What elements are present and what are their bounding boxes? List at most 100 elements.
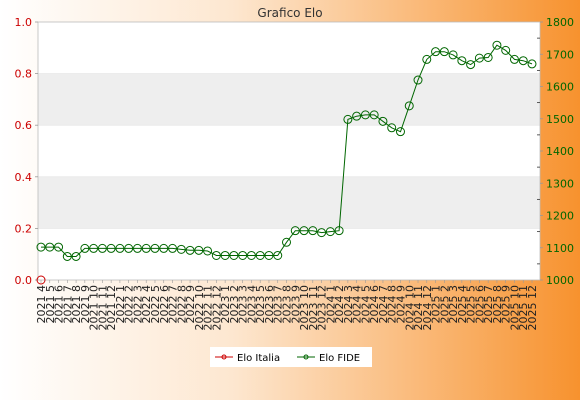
x-tick-label: 2024 12 [421, 285, 434, 331]
x-tick-label: 2023 10 [298, 285, 311, 331]
x-tick-label: 2022 11 [202, 285, 215, 331]
x-tick-label: 2024 8 [386, 285, 399, 324]
x-tick-label: 2021 8 [70, 285, 83, 324]
data-point-elo-fide [194, 245, 204, 255]
data-point-elo-fide [238, 250, 248, 260]
x-tick-label: 2022 6 [158, 285, 171, 324]
x-tick-label: 2021 11 [96, 285, 109, 331]
data-point-elo-fide [439, 47, 449, 57]
x-tick-label: 2025 9 [500, 285, 513, 324]
legend: Elo Italia Elo FIDE [210, 347, 372, 367]
x-tick-label: 2022 2 [123, 285, 136, 324]
data-point-elo-fide [89, 243, 99, 253]
x-tick-label: 2022 10 [193, 285, 206, 331]
data-point-elo-fide [483, 52, 493, 62]
x-tick-label: 2025 10 [508, 285, 521, 331]
x-tick-label: 2024 3 [342, 285, 355, 324]
x-tick-label: 2023 11 [307, 285, 320, 331]
data-point-elo-fide [290, 226, 300, 236]
data-point-elo-fide [220, 250, 230, 260]
x-tick-label: 2022 9 [184, 285, 197, 324]
plot-area [38, 22, 540, 280]
x-tick-label: 2023 9 [289, 285, 302, 324]
x-tick-label: 2025 11 [517, 285, 530, 331]
y-tick-label: 0.4 [15, 171, 33, 184]
y2-tick-label: 1800 [546, 16, 574, 29]
legend-label-elo-fide: Elo FIDE [319, 353, 360, 364]
x-tick-label: 2023 5 [254, 285, 267, 324]
x-tick-label: 2024 1 [324, 285, 337, 324]
x-tick-label: 2021 6 [53, 285, 66, 324]
data-point-elo-fide [395, 127, 405, 137]
legend-box [210, 347, 372, 367]
legend-marker-elo-italia [221, 354, 227, 360]
legend-marker-elo-fide [303, 354, 309, 360]
y2-tick-label: 1300 [546, 177, 574, 190]
data-point-elo-fide [457, 56, 467, 66]
data-point-elo-fide [308, 226, 318, 236]
data-point-elo-fide [229, 250, 239, 260]
data-point-elo-fide [132, 243, 142, 253]
data-point-elo-fide [62, 251, 72, 261]
data-point-elo-fide [317, 228, 327, 238]
data-point-elo-fide [150, 243, 160, 253]
y2-tick-label: 1400 [546, 145, 574, 158]
x-tick-label: 2021 9 [79, 285, 92, 324]
x-tick-label: 2025 4 [456, 285, 469, 324]
y-tick-label: 1.0 [15, 16, 33, 29]
x-tick-label: 2025 2 [438, 285, 451, 324]
x-tick-label: 2024 2 [333, 285, 346, 324]
x-tick-label: 2025 8 [491, 285, 504, 324]
data-point-elo-fide [431, 47, 441, 57]
data-point-elo-fide [282, 237, 291, 247]
x-tick-label: 2024 9 [394, 285, 407, 324]
data-point-elo-fide [168, 243, 178, 253]
x-tick-label: 2021 5 [44, 285, 57, 324]
x-tick-label: 2025 6 [473, 285, 486, 324]
x-tick-label: 2023 12 [316, 285, 329, 331]
data-point-elo-fide [45, 242, 55, 252]
x-tick-label: 2025 12 [526, 285, 539, 331]
x-tick-label: 2023 7 [272, 285, 285, 324]
data-point-elo-fide [97, 243, 107, 253]
y2-tick-label: 1100 [546, 242, 574, 255]
data-point-elo-fide [185, 245, 195, 255]
x-tick-label: 2023 1 [219, 285, 232, 324]
y-tick-label: 0.8 [15, 68, 33, 81]
data-point-elo-fide [203, 246, 213, 256]
y-tick-label: 0.0 [15, 274, 33, 287]
data-point-elo-fide [255, 250, 265, 260]
x-tick-label: 2025 7 [482, 285, 495, 324]
data-point-elo-fide [378, 116, 388, 126]
data-point-elo-fide [518, 56, 528, 66]
data-point-elo-fide [527, 59, 537, 69]
data-point-elo-fide [80, 243, 90, 253]
y2-tick-label: 1600 [546, 81, 574, 94]
grid-band [38, 176, 540, 229]
data-point-elo-fide [466, 60, 476, 70]
x-tick-label: 2024 11 [412, 285, 425, 331]
y2-tick-label: 1200 [546, 210, 574, 223]
data-point-elo-italia [36, 275, 46, 285]
data-point-elo-fide [71, 251, 81, 261]
y-tick-label: 0.2 [15, 222, 33, 235]
data-point-elo-fide [492, 40, 502, 50]
x-tick-label: 2024 6 [368, 285, 381, 324]
x-tick-label: 2024 7 [377, 285, 390, 324]
data-point-elo-fide [176, 244, 186, 254]
data-point-elo-fide [141, 243, 151, 253]
data-point-elo-fide [404, 101, 414, 111]
x-tick-label: 2022 8 [175, 285, 188, 324]
x-tick-label: 2023 4 [245, 285, 258, 324]
data-point-elo-fide [273, 250, 283, 260]
data-point-elo-fide [115, 243, 125, 253]
x-tick-label: 2021 12 [105, 285, 118, 331]
data-point-elo-fide [325, 227, 335, 237]
data-point-elo-fide [509, 54, 519, 64]
chart-title: Grafico Elo [257, 6, 322, 20]
x-tick-label: 2024 4 [351, 285, 364, 324]
x-tick-label: 2023 8 [281, 285, 294, 324]
y2-tick-label: 1000 [546, 274, 574, 287]
series-line-elo-fide [41, 44, 533, 257]
